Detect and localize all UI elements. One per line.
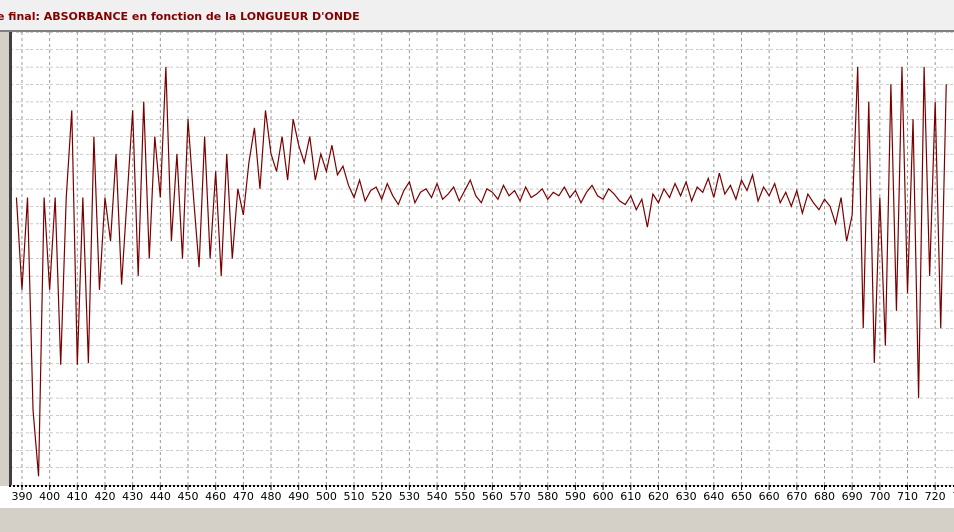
x-tick-label: 620 xyxy=(648,490,669,503)
x-tick-label: 710 xyxy=(897,490,918,503)
x-tick-label: 640 xyxy=(703,490,724,503)
x-tick-label: 700 xyxy=(869,490,890,503)
title-bar xyxy=(0,0,954,30)
x-tick-label: 670 xyxy=(786,490,807,503)
chart-title: e final: ABSORBANCE en fonction de la LO… xyxy=(0,10,360,23)
left-border xyxy=(9,32,12,485)
x-tick-label: 480 xyxy=(261,490,282,503)
separator xyxy=(0,30,954,32)
x-tick-label: 430 xyxy=(122,490,143,503)
x-tick-label: 650 xyxy=(731,490,752,503)
x-tick-label: 420 xyxy=(94,490,115,503)
x-tick-label: 530 xyxy=(399,490,420,503)
x-tick-label: 590 xyxy=(565,490,586,503)
x-tick-label: 610 xyxy=(620,490,641,503)
x-tick-label: 690 xyxy=(842,490,863,503)
x-tick-label: 630 xyxy=(676,490,697,503)
x-tick-label: 540 xyxy=(427,490,448,503)
x-tick-label: 570 xyxy=(510,490,531,503)
x-tick-label: 490 xyxy=(288,490,309,503)
horizontal-grid xyxy=(12,32,954,485)
x-tick-label: 500 xyxy=(316,490,337,503)
x-tick-label: 680 xyxy=(814,490,835,503)
x-tick-label: 720 xyxy=(925,490,946,503)
x-tick-label: 520 xyxy=(371,490,392,503)
x-tick-label: 390 xyxy=(11,490,32,503)
x-tick-label: 560 xyxy=(482,490,503,503)
x-tick-label: 400 xyxy=(39,490,60,503)
x-tick-label: 410 xyxy=(67,490,88,503)
x-axis-band xyxy=(0,486,954,508)
x-tick-label: 470 xyxy=(233,490,254,503)
x-tick-label: 730 xyxy=(952,490,954,503)
x-tick-label: 460 xyxy=(205,490,226,503)
x-tick-label: 600 xyxy=(593,490,614,503)
x-tick-label: 450 xyxy=(178,490,199,503)
x-tick-label: 510 xyxy=(344,490,365,503)
x-tick-label: 580 xyxy=(537,490,558,503)
x-tick-label: 550 xyxy=(454,490,475,503)
x-tick-label: 440 xyxy=(150,490,171,503)
data-line xyxy=(15,66,947,477)
x-tick-label: 660 xyxy=(759,490,780,503)
